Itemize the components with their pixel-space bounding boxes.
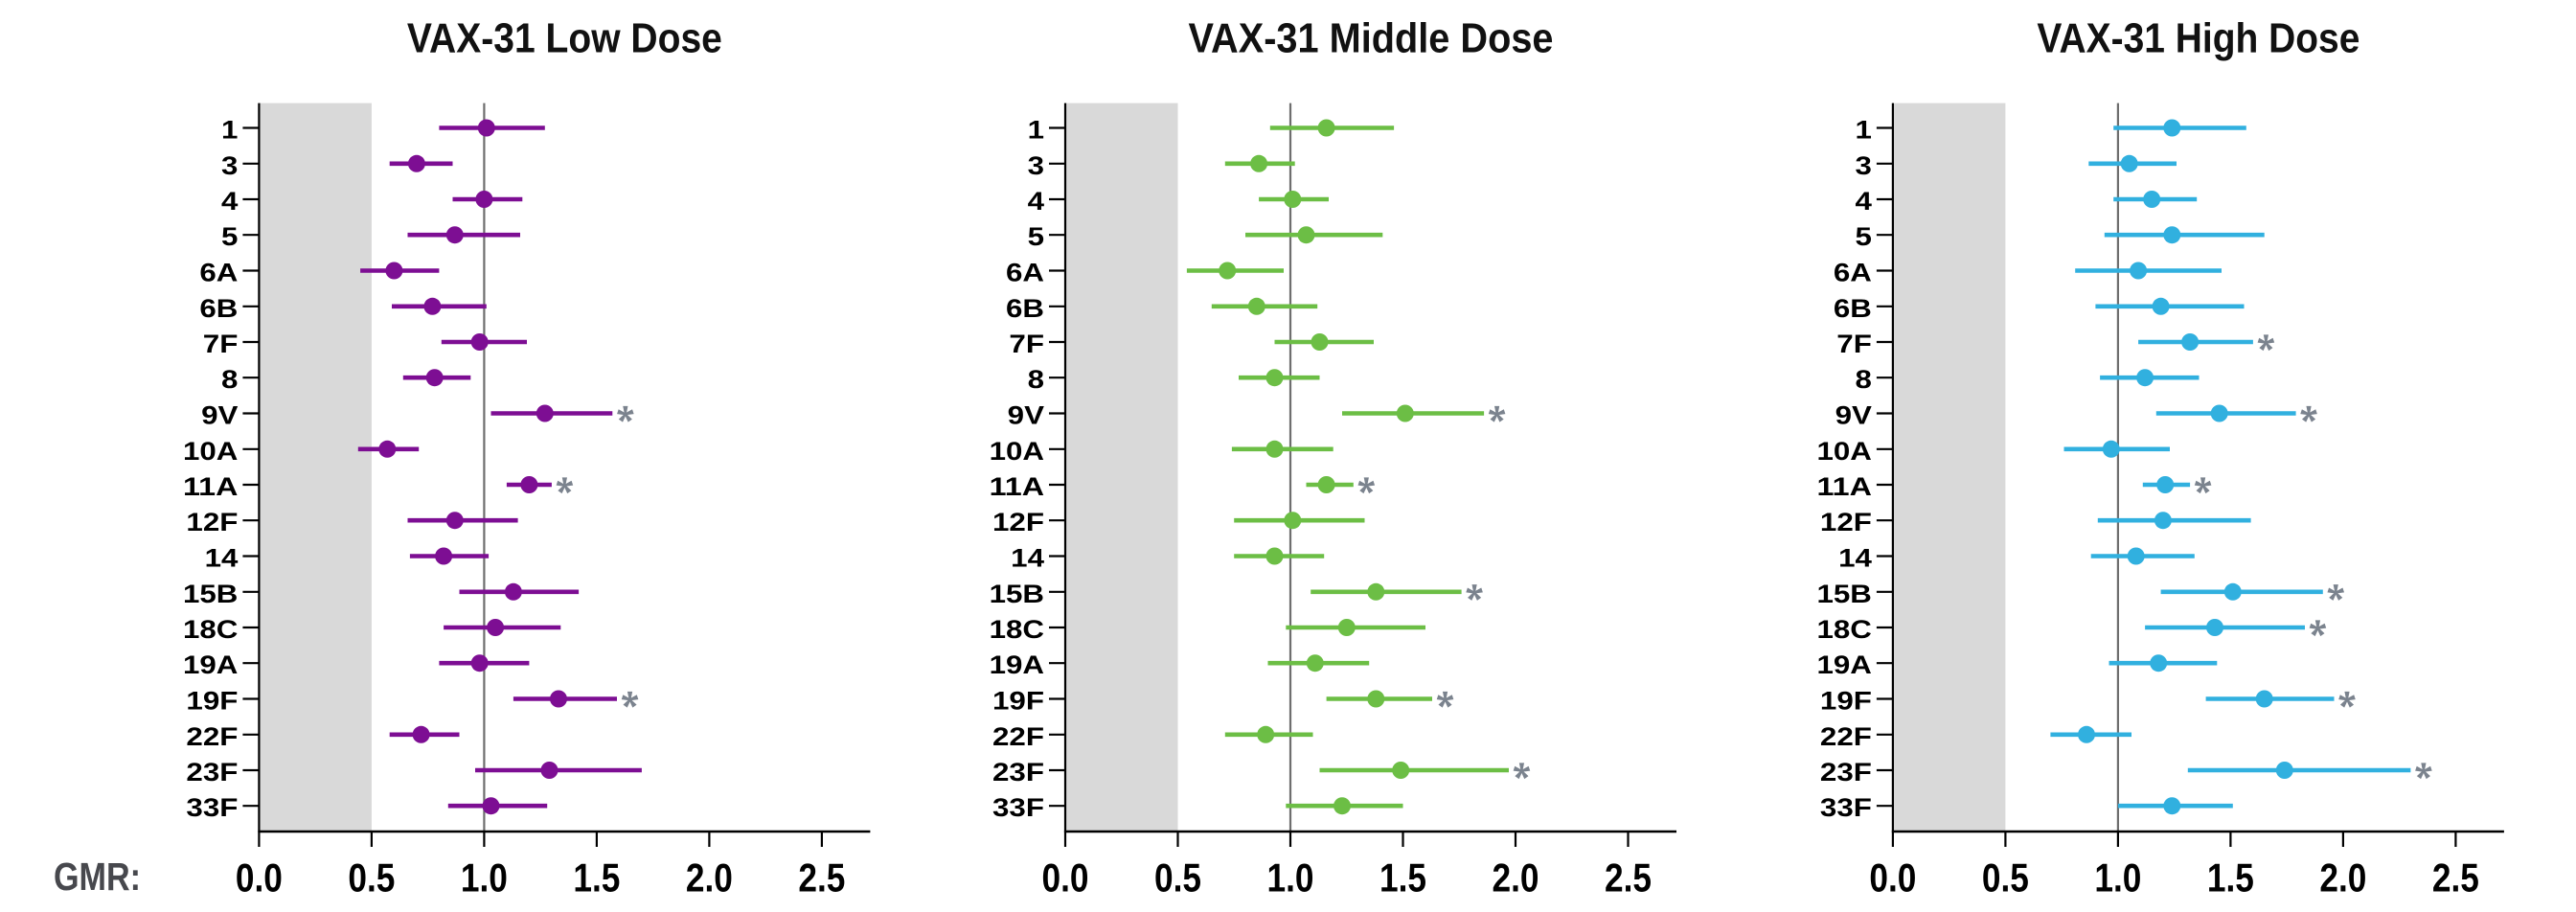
svg-text:18C: 18C [1817, 615, 1872, 644]
svg-text:0.5: 0.5 [1982, 855, 2029, 901]
svg-text:9V: 9V [1008, 401, 1044, 430]
svg-text:VAX-31 High Dose: VAX-31 High Dose [2037, 14, 2359, 61]
svg-text:22F: 22F [992, 722, 1044, 751]
svg-text:3: 3 [221, 151, 238, 180]
svg-text:1.0: 1.0 [1267, 855, 1314, 901]
svg-text:7F: 7F [1836, 330, 1872, 358]
svg-text:10A: 10A [183, 437, 238, 466]
svg-text:1: 1 [1028, 116, 1044, 145]
svg-text:14: 14 [205, 544, 239, 573]
svg-text:4: 4 [221, 187, 238, 216]
svg-text:8: 8 [221, 365, 238, 394]
svg-text:1.5: 1.5 [2207, 855, 2254, 901]
svg-text:33F: 33F [1820, 793, 1872, 822]
svg-text:12F: 12F [992, 508, 1044, 536]
svg-text:0.5: 0.5 [1154, 855, 1201, 901]
svg-text:GMR:: GMR: [54, 855, 141, 899]
svg-text:VAX-31 Middle Dose: VAX-31 Middle Dose [1189, 14, 1554, 61]
svg-text:2.5: 2.5 [2432, 855, 2479, 901]
svg-text:10A: 10A [990, 437, 1044, 466]
svg-text:VAX-31 Low Dose: VAX-31 Low Dose [407, 14, 722, 61]
svg-text:19A: 19A [1817, 650, 1872, 679]
svg-text:6A: 6A [1006, 259, 1044, 287]
svg-text:11A: 11A [1817, 472, 1872, 501]
svg-text:18C: 18C [990, 615, 1044, 644]
svg-text:33F: 33F [992, 793, 1044, 822]
svg-text:15B: 15B [183, 580, 238, 608]
svg-text:7F: 7F [203, 330, 239, 358]
svg-text:3: 3 [1856, 151, 1872, 180]
svg-text:3: 3 [1028, 151, 1044, 180]
svg-text:33F: 33F [186, 793, 238, 822]
svg-text:19F: 19F [1820, 687, 1872, 716]
svg-text:2.0: 2.0 [2319, 855, 2366, 901]
svg-text:11A: 11A [990, 472, 1044, 501]
svg-text:4: 4 [1028, 187, 1044, 216]
svg-text:7F: 7F [1009, 330, 1044, 358]
svg-text:0.5: 0.5 [348, 855, 395, 901]
svg-text:2.5: 2.5 [1605, 855, 1652, 901]
svg-text:1.0: 1.0 [461, 855, 508, 901]
svg-text:5: 5 [221, 222, 238, 251]
svg-text:6A: 6A [1834, 259, 1872, 287]
svg-text:9V: 9V [1835, 401, 1872, 430]
svg-text:14: 14 [1838, 544, 1872, 573]
svg-text:19F: 19F [992, 687, 1044, 716]
svg-text:18C: 18C [183, 615, 238, 644]
svg-text:9V: 9V [201, 401, 238, 430]
svg-text:5: 5 [1028, 222, 1044, 251]
svg-text:19F: 19F [186, 687, 238, 716]
svg-text:23F: 23F [1820, 758, 1872, 787]
svg-text:15B: 15B [1817, 580, 1872, 608]
svg-text:6B: 6B [1834, 294, 1872, 323]
svg-text:1.5: 1.5 [573, 855, 620, 901]
svg-text:6A: 6A [199, 259, 238, 287]
svg-text:0.0: 0.0 [1042, 855, 1089, 901]
svg-text:8: 8 [1028, 365, 1044, 394]
svg-text:8: 8 [1856, 365, 1872, 394]
svg-text:23F: 23F [186, 758, 238, 787]
svg-text:1: 1 [221, 116, 238, 145]
svg-text:12F: 12F [186, 508, 238, 536]
svg-text:4: 4 [1856, 187, 1872, 216]
svg-text:5: 5 [1856, 222, 1872, 251]
svg-text:2.0: 2.0 [686, 855, 733, 901]
svg-text:6B: 6B [1006, 294, 1044, 323]
svg-text:22F: 22F [186, 722, 238, 751]
svg-text:19A: 19A [990, 650, 1044, 679]
svg-text:15B: 15B [990, 580, 1044, 608]
svg-text:2.0: 2.0 [1493, 855, 1539, 901]
svg-text:0.0: 0.0 [1869, 855, 1916, 901]
svg-text:22F: 22F [1820, 722, 1872, 751]
svg-text:23F: 23F [992, 758, 1044, 787]
svg-text:0.0: 0.0 [236, 855, 283, 901]
svg-text:1.5: 1.5 [1379, 855, 1426, 901]
svg-text:19A: 19A [183, 650, 238, 679]
svg-text:12F: 12F [1820, 508, 1872, 536]
svg-text:10A: 10A [1817, 437, 1872, 466]
svg-text:14: 14 [1011, 544, 1044, 573]
svg-text:2.5: 2.5 [798, 855, 845, 901]
svg-text:1.0: 1.0 [2094, 855, 2141, 901]
svg-text:11A: 11A [183, 472, 238, 501]
svg-text:1: 1 [1856, 116, 1872, 145]
svg-text:6B: 6B [199, 294, 238, 323]
